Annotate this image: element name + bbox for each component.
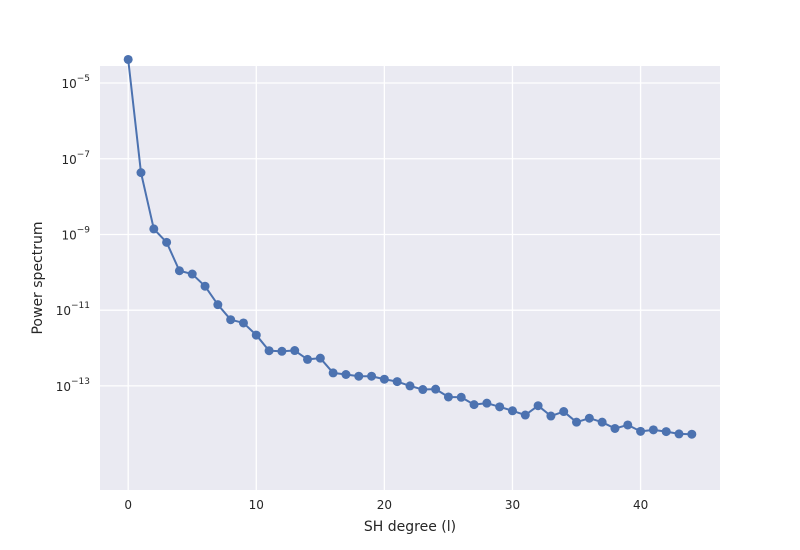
data-point	[469, 400, 479, 410]
data-point	[559, 407, 569, 417]
data-point	[674, 429, 684, 439]
data-point	[572, 417, 582, 427]
data-point	[149, 224, 159, 234]
data-point	[610, 423, 620, 433]
data-point	[661, 427, 671, 437]
x-tick-label: 20	[377, 498, 392, 512]
x-tick-label: 40	[633, 498, 648, 512]
y-tick-label: 10−7	[61, 150, 90, 167]
data-point	[418, 385, 428, 395]
x-axis-label: SH degree (l)	[364, 519, 456, 535]
data-point	[623, 420, 633, 430]
tick-labels: 0 10 20 30 40 10−5 10−7 10−9 10−11 10−13	[56, 74, 649, 512]
data-point	[584, 413, 594, 423]
series-layer	[123, 54, 697, 439]
plot-area	[100, 66, 720, 490]
data-point	[354, 371, 364, 381]
data-point	[328, 368, 338, 378]
y-tick-label: 10−11	[56, 301, 90, 318]
data-point	[303, 354, 313, 364]
data-point	[277, 346, 287, 356]
data-point	[341, 369, 351, 379]
data-point	[495, 402, 505, 412]
data-point	[482, 398, 492, 408]
data-point	[162, 237, 172, 247]
x-tick-label: 30	[505, 498, 520, 512]
y-tick-label: 10−5	[61, 74, 90, 91]
data-point	[238, 318, 248, 328]
data-point	[367, 371, 377, 381]
y-axis-label: Power spectrum	[30, 221, 46, 334]
y-tick-label: 10−9	[61, 225, 90, 242]
data-point	[379, 374, 389, 384]
data-point	[431, 384, 441, 394]
y-tick-label: 10−13	[56, 377, 90, 394]
data-point	[456, 392, 466, 402]
data-point	[174, 266, 184, 276]
data-point	[200, 281, 210, 291]
data-point	[533, 401, 543, 411]
data-point	[251, 330, 261, 340]
data-point	[315, 353, 325, 363]
data-point	[520, 410, 530, 420]
data-point	[136, 168, 146, 178]
data-point	[597, 417, 607, 427]
data-point	[123, 54, 133, 64]
data-point	[392, 377, 402, 387]
data-point	[213, 300, 223, 310]
data-point	[687, 429, 697, 439]
data-point	[443, 392, 453, 402]
data-point	[636, 426, 646, 436]
data-point	[507, 406, 517, 416]
data-point	[546, 411, 556, 421]
x-tick-label: 10	[249, 498, 264, 512]
data-point	[187, 269, 197, 279]
data-point	[226, 315, 236, 325]
data-point	[290, 346, 300, 356]
x-tick-label: 0	[124, 498, 132, 512]
data-point	[405, 381, 415, 391]
data-point	[648, 425, 658, 435]
data-point	[264, 346, 274, 356]
